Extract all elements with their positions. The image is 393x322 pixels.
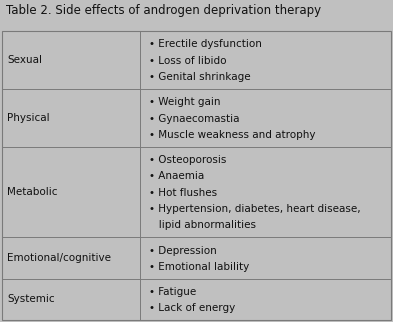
Text: Sexual: Sexual xyxy=(7,54,42,65)
Text: • Hot flushes: • Hot flushes xyxy=(149,187,217,198)
Text: • Genital shrinkage: • Genital shrinkage xyxy=(149,72,251,82)
Text: • Weight gain: • Weight gain xyxy=(149,98,221,108)
Text: lipid abnormalities: lipid abnormalities xyxy=(149,220,256,230)
Text: • Loss of libido: • Loss of libido xyxy=(149,56,227,66)
Text: Systemic: Systemic xyxy=(7,294,55,305)
Text: • Hypertension, diabetes, heart disease,: • Hypertension, diabetes, heart disease, xyxy=(149,204,361,214)
Text: • Muscle weakness and atrophy: • Muscle weakness and atrophy xyxy=(149,130,316,140)
Text: Table 2. Side effects of androgen deprivation therapy: Table 2. Side effects of androgen depriv… xyxy=(6,4,321,17)
Text: • Erectile dysfunction: • Erectile dysfunction xyxy=(149,40,262,50)
Text: • Anaemia: • Anaemia xyxy=(149,171,205,182)
Text: • Gynaecomastia: • Gynaecomastia xyxy=(149,114,240,124)
Text: Emotional/cognitive: Emotional/cognitive xyxy=(7,252,111,263)
Text: • Osteoporosis: • Osteoporosis xyxy=(149,156,227,166)
Text: • Fatigue: • Fatigue xyxy=(149,288,196,298)
Text: • Emotional lability: • Emotional lability xyxy=(149,262,250,272)
Text: Metabolic: Metabolic xyxy=(7,186,57,197)
Text: • Depression: • Depression xyxy=(149,246,217,256)
Text: Physical: Physical xyxy=(7,112,50,123)
Text: • Lack of energy: • Lack of energy xyxy=(149,304,235,314)
